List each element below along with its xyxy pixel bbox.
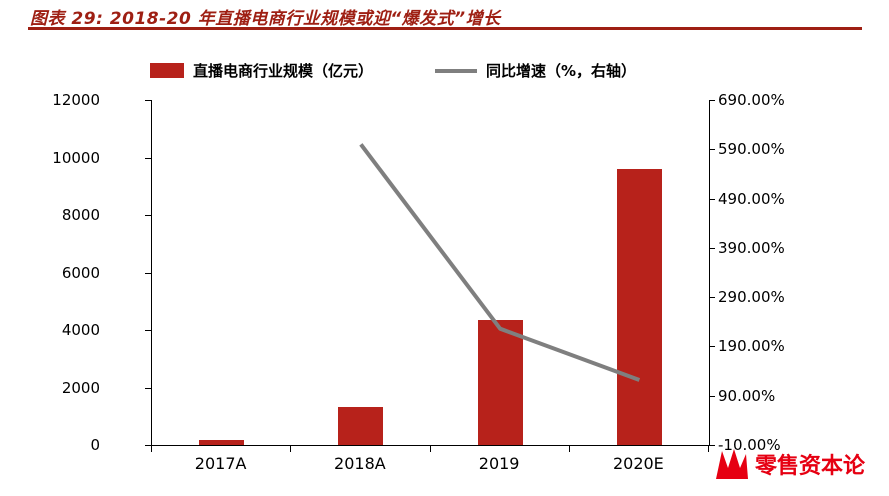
- x-axis-tickmark: [708, 446, 709, 452]
- chart-legend: 直播电商行业规模（亿元） 同比增速（%，右轴）: [150, 60, 636, 81]
- y-axis-right-tick-label: 490.00%: [718, 189, 785, 208]
- y-axis-right-tickmark: [709, 247, 715, 249]
- brand-logo-icon: [715, 449, 748, 479]
- x-axis-tick-label: 2018A: [334, 454, 386, 473]
- y-axis-right-tickmark: [709, 297, 715, 299]
- title-underline: [28, 27, 862, 30]
- y-axis-right-tick-label: 90.00%: [718, 386, 776, 405]
- bar-2020E: [616, 168, 662, 445]
- brand-watermark: 零售资本论: [715, 448, 865, 480]
- bar-2019: [477, 320, 523, 445]
- x-axis-tickmark: [290, 446, 292, 452]
- legend-line-swatch: [435, 68, 478, 73]
- y-axis-left-tick-label: 12000: [52, 91, 100, 109]
- growth-line: [359, 143, 641, 382]
- y-axis-right-tick-label: 590.00%: [718, 140, 785, 159]
- x-axis-tickmark: [151, 446, 152, 452]
- y-axis-right-tickmark: [709, 198, 715, 200]
- y-axis-right-tickmark: [709, 445, 715, 446]
- y-axis-left-tick-label: 2000: [61, 378, 100, 397]
- growth-line-layer: [359, 143, 641, 382]
- x-axis-tickmark: [429, 446, 431, 452]
- y-axis-right-tick-label: -10.00%: [718, 436, 781, 454]
- y-axis-right-tick-label: 290.00%: [718, 288, 785, 307]
- y-axis-right-tick-label: 190.00%: [718, 337, 785, 356]
- legend-item-line-series: 同比增速（%，右轴）: [435, 60, 636, 81]
- figure-title: 图表 29: 2018-20 年直播电商行业规模或迎“爆发式”增长: [30, 9, 501, 29]
- y-axis-left-tickmark: [145, 100, 151, 101]
- y-axis-left-tick-label: 8000: [61, 206, 100, 224]
- bar-2018A: [338, 406, 384, 445]
- y-axis-left-tickmark: [145, 330, 151, 331]
- brand-logo-shape: [715, 449, 748, 479]
- legend-item-bar-series: 直播电商行业规模（亿元）: [150, 60, 373, 81]
- legend-bar-label: 直播电商行业规模（亿元）: [193, 62, 374, 80]
- x-axis-tick-label: 2020E: [612, 454, 664, 473]
- y-axis-right-tickmark: [709, 395, 715, 397]
- y-axis-right-tick-label: 690.00%: [718, 91, 785, 109]
- y-axis-right-tickmark: [709, 100, 715, 101]
- brand-name: 零售资本论: [754, 454, 865, 479]
- y-axis-left-tick-label: 0: [90, 436, 100, 454]
- legend-bar-swatch: [150, 63, 184, 78]
- plot-area: [151, 100, 710, 446]
- legend-line-label: 同比增速（%，右轴）: [486, 62, 637, 80]
- y-axis-left-tickmark: [145, 215, 151, 216]
- y-axis-right-tickmark: [709, 149, 715, 151]
- y-axis-left-tickmark: [145, 387, 151, 389]
- y-axis-left-tickmark: [145, 272, 151, 274]
- bar-2017A: [199, 439, 245, 445]
- y-axis-right-tick-label: 390.00%: [718, 238, 785, 257]
- x-axis-tick-label: 2017A: [194, 454, 247, 473]
- x-axis-tickmark: [568, 446, 570, 452]
- y-axis-left-tick-label: 10000: [52, 148, 100, 167]
- y-axis-right-tickmark: [709, 346, 715, 348]
- y-axis-left-tick-label: 4000: [61, 321, 100, 339]
- y-axis-left-tickmark: [145, 157, 151, 159]
- y-axis-left-tickmark: [145, 445, 151, 446]
- x-axis-tick-label: 2019: [478, 454, 520, 473]
- y-axis-left-tick-label: 6000: [61, 263, 100, 282]
